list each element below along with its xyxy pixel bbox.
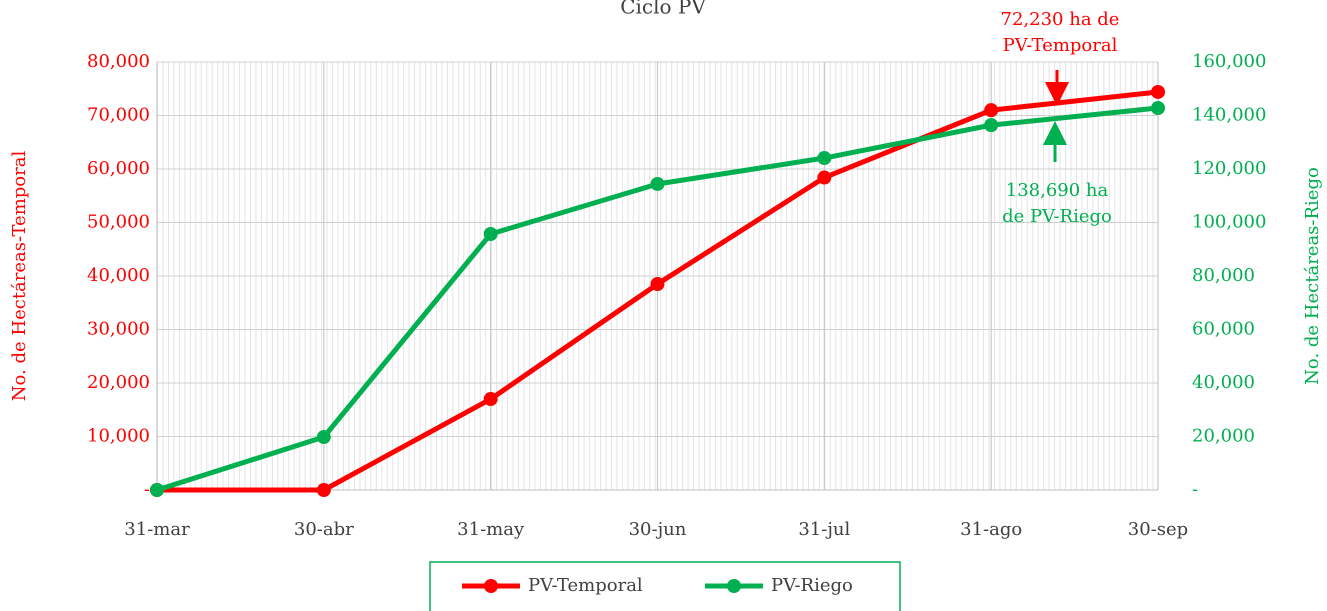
x-tick-label: 31-ago	[960, 519, 1022, 540]
y2-tick-label: 80,000	[1192, 265, 1255, 286]
y2-tick-label: 40,000	[1192, 372, 1255, 393]
data-point	[483, 227, 498, 242]
y2-tick-label: 20,000	[1192, 426, 1255, 447]
data-point	[1151, 101, 1165, 116]
y2-axis-label: No. de Hectáreas-Riego	[1302, 167, 1323, 385]
x-tick-label: 31-mar	[124, 519, 190, 540]
data-point	[817, 151, 832, 166]
data-point	[650, 176, 665, 191]
chart-title: Ciclo PV	[620, 0, 706, 19]
data-point	[483, 392, 498, 407]
data-point	[1151, 84, 1165, 99]
annotation: 138,690 ha	[1006, 180, 1109, 201]
x-tick-label: 30-sep	[1128, 519, 1188, 540]
data-point	[984, 118, 999, 133]
legend-label: PV-Temporal	[528, 575, 643, 596]
legend-label: PV-Riego	[771, 575, 853, 596]
x-tick-label: 31-may	[457, 519, 525, 540]
data-point	[316, 483, 331, 497]
y-tick-label: -	[144, 479, 150, 500]
y2-tick-label: 100,000	[1192, 212, 1266, 233]
data-point	[650, 277, 665, 292]
y2-tick-label: 140,000	[1192, 105, 1266, 126]
data-point	[984, 103, 999, 118]
annotation: 72,230 ha de	[1001, 9, 1120, 30]
y-tick-label: 40,000	[87, 265, 150, 286]
x-tick-label: 30-jun	[629, 519, 687, 540]
legend-marker	[484, 579, 498, 593]
y-axis-label: No. de Hectáreas-Temporal	[9, 151, 30, 402]
y-tick-label: 20,000	[87, 372, 150, 393]
data-point	[817, 170, 832, 185]
y-tick-label: 10,000	[87, 426, 150, 447]
y2-tick-label: 120,000	[1192, 158, 1266, 179]
annotation: de PV-Riego	[1002, 206, 1112, 227]
y2-tick-label: 60,000	[1192, 319, 1255, 340]
x-tick-label: 30-abr	[294, 519, 354, 540]
y-tick-label: 30,000	[87, 319, 150, 340]
y-tick-label: 80,000	[87, 51, 150, 72]
y-tick-label: 60,000	[87, 158, 150, 179]
y2-tick-label: -	[1192, 479, 1198, 500]
annotation: PV-Temporal	[1003, 35, 1118, 56]
x-tick-label: 31-jul	[798, 519, 850, 540]
y-tick-label: 70,000	[87, 105, 150, 126]
y2-tick-label: 160,000	[1192, 51, 1266, 72]
data-point	[150, 483, 164, 497]
y-tick-label: 50,000	[87, 212, 150, 233]
legend-marker	[727, 579, 741, 593]
data-point	[316, 430, 331, 445]
